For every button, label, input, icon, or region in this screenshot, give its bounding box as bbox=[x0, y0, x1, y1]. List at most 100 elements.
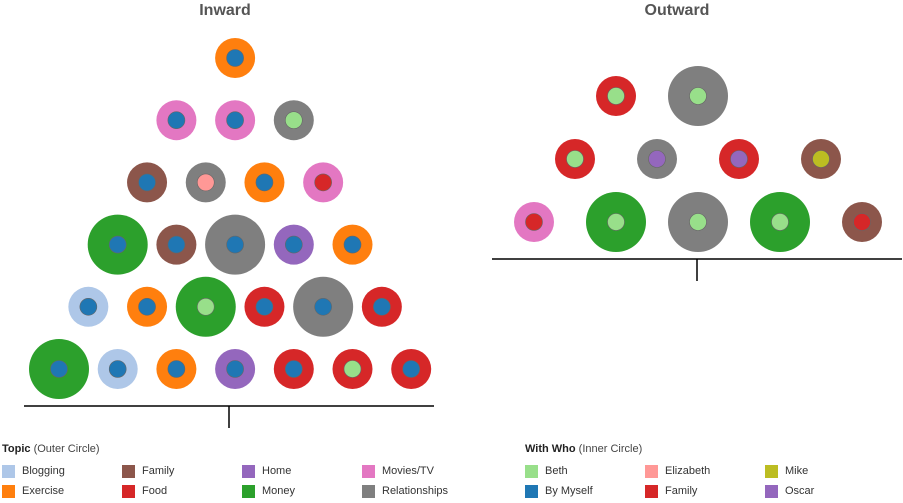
topic-legend-swatch bbox=[242, 464, 255, 478]
topic-legend-swatch bbox=[242, 484, 255, 498]
inward-bubble-12 bbox=[293, 276, 354, 337]
topic-legend-label: Movies/TV bbox=[382, 465, 434, 477]
inward-inner-circle-by-myself bbox=[226, 49, 244, 67]
with-who-legend-item-by-myself: By Myself bbox=[525, 481, 645, 501]
with-who-legend-item-family: Family bbox=[645, 481, 765, 501]
with-who-legend-swatch bbox=[645, 484, 658, 498]
inward-inner-circle-by-myself bbox=[314, 297, 332, 316]
inward-inner-circle-beth bbox=[196, 297, 215, 316]
topic-legend-items: Blogging Exercise Family Food Home Money Movie… bbox=[2, 461, 482, 501]
inward-inner-circle-by-myself bbox=[138, 173, 156, 192]
outward-inner-circle-beth bbox=[607, 87, 625, 105]
inward-bubble-22 bbox=[303, 162, 344, 203]
with-who-legend-item-elizabeth: Elizabeth bbox=[645, 461, 765, 481]
topic-legend-label: Blogging bbox=[22, 465, 65, 477]
topic-legend: Topic (Outer Circle) Blogging Exercise Fam… bbox=[2, 443, 482, 501]
with-who-legend-title: With Who (Inner Circle) bbox=[525, 443, 885, 455]
outward-bubble-10 bbox=[596, 76, 636, 116]
inward-bubble-23 bbox=[156, 100, 197, 141]
inward-inner-circle-by-myself bbox=[226, 235, 244, 254]
outward-bubble-3 bbox=[668, 192, 728, 252]
inward-inner-circle-by-myself bbox=[167, 235, 186, 254]
inward-bubble-18 bbox=[332, 224, 373, 265]
topic-legend-item-relationships: Relationships bbox=[362, 481, 482, 501]
outward-bubble-7 bbox=[637, 139, 677, 179]
inward-bubble-5 bbox=[273, 349, 314, 389]
with-who-legend-label: Beth bbox=[545, 465, 568, 477]
outward-bubble-4 bbox=[750, 192, 810, 252]
chart-canvas: Inward Outward bbox=[24, 2, 902, 428]
inward-inner-circle-by-myself bbox=[255, 297, 274, 316]
topic-legend-swatch bbox=[362, 484, 375, 498]
topic-legend-subheading: (Outer Circle) bbox=[33, 443, 100, 455]
outward-bubble-2 bbox=[586, 192, 646, 252]
inward-bubble-3 bbox=[156, 349, 197, 389]
outward-bubble-6 bbox=[555, 139, 595, 179]
topic-legend-label: Relationships bbox=[382, 485, 449, 497]
topic-legend-swatch bbox=[2, 464, 15, 478]
with-who-legend-item-beth: Beth bbox=[525, 461, 645, 481]
inward-panel-title: Inward bbox=[199, 2, 251, 19]
outward-inner-circle-family bbox=[853, 213, 871, 231]
inward-bubble-8 bbox=[68, 286, 109, 327]
topic-legend-swatch bbox=[362, 464, 375, 478]
outward-panel-title: Outward bbox=[645, 2, 710, 19]
inward-inner-circle-beth bbox=[343, 360, 362, 378]
inward-bubble-13 bbox=[361, 286, 402, 327]
outward-inner-circle-beth bbox=[689, 87, 707, 105]
outward-bubble-9 bbox=[801, 139, 841, 179]
with-who-legend-heading: With Who bbox=[525, 443, 576, 455]
topic-legend-item-home: Home bbox=[242, 461, 362, 481]
inward-bubble-6 bbox=[332, 349, 373, 389]
inward-bubble-16 bbox=[205, 214, 266, 275]
topic-legend-title: Topic (Outer Circle) bbox=[2, 443, 482, 455]
with-who-legend-label: Elizabeth bbox=[665, 465, 711, 477]
inward-inner-circle-by-myself bbox=[167, 111, 186, 129]
inward-inner-circle-by-myself bbox=[284, 360, 303, 378]
inward-bubble-17 bbox=[273, 224, 314, 265]
topic-legend-swatch bbox=[122, 484, 135, 498]
inward-inner-circle-by-myself bbox=[167, 360, 186, 378]
inward-inner-circle-by-myself bbox=[255, 173, 274, 192]
inward-inner-circle-by-myself bbox=[108, 360, 127, 378]
inward-bubble-19 bbox=[127, 162, 168, 203]
inward-inner-circle-by-myself bbox=[284, 235, 303, 254]
with-who-legend-swatch bbox=[525, 464, 538, 478]
outward-bubble-8 bbox=[719, 139, 759, 179]
inward-bubble-10 bbox=[175, 276, 236, 337]
outward-inner-circle-beth bbox=[566, 150, 584, 168]
topic-legend-label: Family bbox=[142, 465, 175, 477]
inward-bubble-20 bbox=[185, 162, 226, 203]
with-who-legend-label: By Myself bbox=[545, 485, 593, 497]
with-who-legend-swatch bbox=[765, 484, 778, 498]
inward-inner-circle-by-myself bbox=[343, 235, 362, 254]
inward-bubble-1 bbox=[29, 339, 89, 399]
topic-legend-item-food: Food bbox=[122, 481, 242, 501]
inward-bubble-26 bbox=[215, 38, 256, 78]
with-who-legend-items: Beth By Myself Elizabeth Family Mike Oscar bbox=[525, 461, 885, 501]
with-who-legend-swatch bbox=[645, 464, 658, 478]
inward-inner-circle-by-myself bbox=[138, 297, 156, 316]
outward-bubble-5 bbox=[842, 202, 882, 242]
inward-inner-circle-by-myself bbox=[79, 297, 98, 316]
with-who-legend: With Who (Inner Circle) Beth By Myself Eli… bbox=[525, 443, 885, 501]
inward-bubble-9 bbox=[127, 286, 168, 327]
topic-legend-label: Money bbox=[262, 485, 296, 497]
outward-inner-circle-beth bbox=[607, 213, 625, 231]
inward-bubble-21 bbox=[244, 162, 285, 203]
with-who-legend-item-mike: Mike bbox=[765, 461, 885, 481]
outward-inner-circle-oscar bbox=[730, 150, 748, 168]
topic-legend-label: Home bbox=[262, 465, 292, 477]
inward-inner-circle-beth bbox=[284, 111, 303, 129]
topic-legend-label: Food bbox=[142, 485, 168, 497]
inward-bubble-15 bbox=[156, 224, 197, 265]
inward-inner-circle-family bbox=[314, 173, 332, 192]
topic-legend-item-exercise: Exercise bbox=[2, 481, 122, 501]
topic-legend-item-family: Family bbox=[122, 461, 242, 481]
bubble-marks bbox=[29, 38, 882, 399]
topic-legend-swatch bbox=[2, 484, 15, 498]
topic-legend-item-movies-tv: Movies/TV bbox=[362, 461, 482, 481]
inward-bubble-4 bbox=[215, 349, 256, 389]
topic-legend-label: Exercise bbox=[22, 485, 65, 497]
inward-bubble-25 bbox=[273, 100, 314, 141]
